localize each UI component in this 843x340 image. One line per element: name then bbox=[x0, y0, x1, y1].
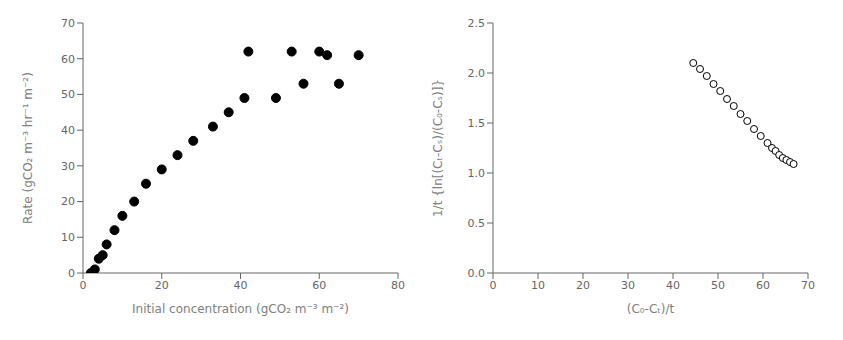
svg-text:30: 30 bbox=[621, 279, 635, 292]
svg-text:Rate (gCO₂ m⁻³ hr⁻¹ m⁻²): Rate (gCO₂ m⁻³ hr⁻¹ m⁻²) bbox=[21, 72, 35, 224]
svg-text:10: 10 bbox=[61, 231, 75, 244]
svg-text:2.0: 2.0 bbox=[468, 67, 486, 80]
svg-text:1.5: 1.5 bbox=[468, 117, 486, 130]
svg-text:1.0: 1.0 bbox=[468, 167, 486, 180]
svg-text:0: 0 bbox=[68, 267, 75, 280]
svg-text:20: 20 bbox=[155, 279, 169, 292]
svg-text:0: 0 bbox=[490, 279, 497, 292]
svg-text:60: 60 bbox=[312, 279, 326, 292]
svg-text:40: 40 bbox=[61, 124, 75, 137]
svg-text:60: 60 bbox=[756, 279, 770, 292]
svg-text:20: 20 bbox=[576, 279, 590, 292]
svg-text:40: 40 bbox=[234, 279, 248, 292]
svg-text:10: 10 bbox=[531, 279, 545, 292]
svg-text:20: 20 bbox=[61, 195, 75, 208]
svg-text:30: 30 bbox=[61, 160, 75, 173]
svg-text:0.0: 0.0 bbox=[468, 267, 486, 280]
svg-text:2.5: 2.5 bbox=[468, 17, 486, 30]
svg-text:60: 60 bbox=[61, 53, 75, 66]
svg-text:50: 50 bbox=[61, 88, 75, 101]
svg-text:0: 0 bbox=[80, 279, 87, 292]
svg-text:40: 40 bbox=[666, 279, 680, 292]
svg-text:0.5: 0.5 bbox=[468, 217, 486, 230]
svg-text:1/t {ln[(Cₜ-Cₛ)/(C₀-Cₛ)]}: 1/t {ln[(Cₜ-Cₛ)/(C₀-Cₛ)]} bbox=[431, 79, 445, 217]
svg-text:70: 70 bbox=[61, 17, 75, 30]
svg-text:(C₀-Cₜ)/t: (C₀-Cₜ)/t bbox=[627, 302, 675, 316]
svg-text:Initial concentration (gCO₂ m⁻: Initial concentration (gCO₂ m⁻³ m⁻²) bbox=[132, 302, 349, 316]
svg-text:70: 70 bbox=[801, 279, 815, 292]
svg-text:50: 50 bbox=[711, 279, 725, 292]
svg-text:80: 80 bbox=[391, 279, 405, 292]
